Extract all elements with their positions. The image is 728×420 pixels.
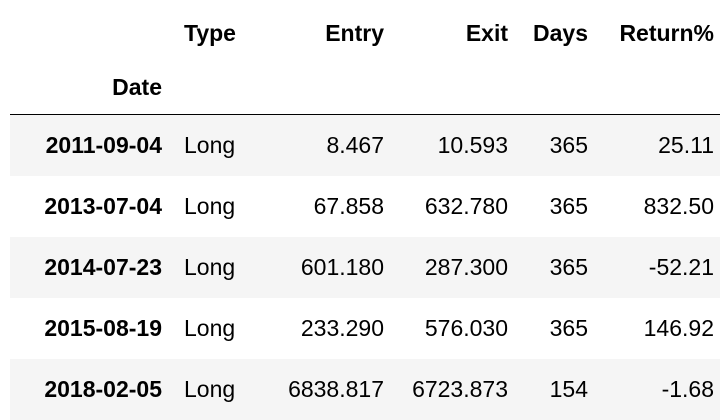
cell-return: 832.50 xyxy=(588,176,720,237)
trades-table: Type Entry Exit Days Return% Date 2011-0… xyxy=(10,6,720,420)
row-index-date: 2015-08-19 xyxy=(10,298,168,359)
cell-days: 365 xyxy=(508,237,588,298)
cell-entry: 6838.817 xyxy=(262,359,384,420)
index-header-blank xyxy=(384,60,508,115)
table-row: 2018-02-05 Long 6838.817 6723.873 154 -1… xyxy=(10,359,720,420)
cell-entry: 8.467 xyxy=(262,115,384,177)
column-header-entry: Entry xyxy=(262,6,384,60)
row-index-date: 2014-07-23 xyxy=(10,237,168,298)
cell-entry: 67.858 xyxy=(262,176,384,237)
cell-return: 25.11 xyxy=(588,115,720,177)
cell-type: Long xyxy=(168,176,262,237)
row-index-date: 2011-09-04 xyxy=(10,115,168,177)
column-header-type: Type xyxy=(168,6,262,60)
cell-return: -1.68 xyxy=(588,359,720,420)
index-header-row: Date xyxy=(10,60,720,115)
cell-return: 146.92 xyxy=(588,298,720,359)
table-row: 2014-07-23 Long 601.180 287.300 365 -52.… xyxy=(10,237,720,298)
cell-exit: 6723.873 xyxy=(384,359,508,420)
cell-entry: 233.290 xyxy=(262,298,384,359)
cell-days: 365 xyxy=(508,176,588,237)
cell-days: 365 xyxy=(508,115,588,177)
index-header-blank xyxy=(168,60,262,115)
column-header-exit: Exit xyxy=(384,6,508,60)
cell-return: -52.21 xyxy=(588,237,720,298)
row-index-date: 2018-02-05 xyxy=(10,359,168,420)
row-index-date: 2013-07-04 xyxy=(10,176,168,237)
table-row: 2015-08-19 Long 233.290 576.030 365 146.… xyxy=(10,298,720,359)
cell-exit: 576.030 xyxy=(384,298,508,359)
column-header-return: Return% xyxy=(588,6,720,60)
cell-days: 154 xyxy=(508,359,588,420)
cell-entry: 601.180 xyxy=(262,237,384,298)
index-name: Date xyxy=(10,60,168,115)
cell-type: Long xyxy=(168,237,262,298)
table-row: 2011-09-04 Long 8.467 10.593 365 25.11 xyxy=(10,115,720,177)
column-header-days: Days xyxy=(508,6,588,60)
cell-type: Long xyxy=(168,115,262,177)
dataframe-output: Type Entry Exit Days Return% Date 2011-0… xyxy=(0,0,728,400)
table-row: 2013-07-04 Long 67.858 632.780 365 832.5… xyxy=(10,176,720,237)
column-header-row: Type Entry Exit Days Return% xyxy=(10,6,720,60)
index-header-blank xyxy=(508,60,588,115)
header-blank xyxy=(10,6,168,60)
table-body: 2011-09-04 Long 8.467 10.593 365 25.11 2… xyxy=(10,115,720,420)
cell-type: Long xyxy=(168,298,262,359)
index-header-blank xyxy=(588,60,720,115)
cell-exit: 10.593 xyxy=(384,115,508,177)
index-header-blank xyxy=(262,60,384,115)
cell-type: Long xyxy=(168,359,262,420)
cell-exit: 287.300 xyxy=(384,237,508,298)
cell-days: 365 xyxy=(508,298,588,359)
cell-exit: 632.780 xyxy=(384,176,508,237)
table-header: Type Entry Exit Days Return% Date xyxy=(10,6,720,115)
